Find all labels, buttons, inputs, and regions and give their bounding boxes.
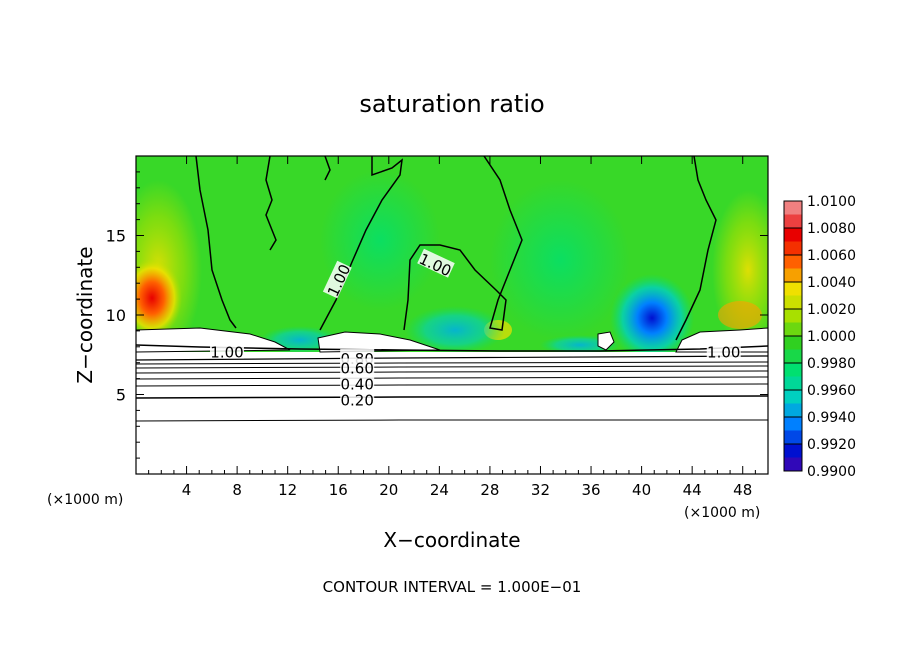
y-tick-label-15: 15 [106, 227, 126, 246]
colorbar-subband [784, 214, 802, 228]
colorbar-label: 0.9980 [807, 356, 856, 372]
contour-label-group: 0.20 [340, 390, 375, 409]
colorbar-subband [784, 430, 802, 444]
x-tick-label-4: 4 [182, 481, 192, 499]
contour-label-bg [340, 358, 375, 375]
colorbar-subband [784, 268, 802, 282]
contour-0.10 [136, 419, 768, 422]
colorbar-subband [784, 295, 802, 309]
field-right-orange-zone [718, 301, 762, 329]
field-white-cloud-middle [317, 331, 441, 353]
colorbar-subband [784, 241, 802, 255]
contour-label-bg [340, 390, 375, 407]
colorbar-label: 0.9920 [807, 437, 856, 453]
colorbar-subband [784, 376, 802, 390]
x-tick-label-16: 16 [329, 481, 348, 499]
contour-label-group: 1.00 [210, 342, 245, 362]
colorbar-subband [784, 403, 802, 417]
contour-0.50 [136, 370, 768, 374]
y-tick-label-5: 5 [116, 386, 126, 405]
field-white-cloud-small [597, 331, 615, 351]
contour-label-group: 1.00 [706, 342, 741, 362]
x-unit-left: (×1000 m) [47, 492, 123, 508]
x-tick-label-44: 44 [683, 481, 702, 499]
x-axis: 4 8 12 16 20 24 28 32 36 40 44 48 [148, 156, 756, 499]
contour-0.80 [136, 355, 768, 361]
contour-label-bg [706, 342, 741, 359]
contour-label: 0.60 [340, 359, 373, 377]
chart-title: saturation ratio [359, 90, 544, 118]
x-axis-label: X−coordinate [383, 528, 520, 552]
x-tick-label-40: 40 [632, 481, 651, 499]
contour-0.20 [136, 395, 768, 399]
colorbar-label: 0.9960 [807, 383, 856, 399]
contour-label: 1.00 [707, 344, 740, 362]
contour-0.60 [136, 365, 768, 369]
colorbar-subband [784, 322, 802, 336]
field-lower-white-region [136, 352, 768, 474]
x-tick-label-20: 20 [379, 481, 398, 499]
colorbar-label: 0.9900 [807, 464, 856, 480]
contour-interval-note: CONTOUR INTERVAL = 1.000E−01 [323, 578, 582, 596]
contour-0.70 [136, 361, 768, 365]
y-axis: 5 10 15 [106, 171, 768, 459]
contour-label-bg [210, 342, 245, 359]
x-tick-label-36: 36 [581, 481, 600, 499]
x-tick-label-32: 32 [531, 481, 550, 499]
colorbar: 1.0100 1.0080 1.0060 1.0040 1.0020 1.0000 0.99… [783, 194, 856, 480]
contour-1.00-center [403, 156, 523, 331]
colorbar-label: 1.0000 [807, 329, 856, 345]
colorbar-subband [784, 457, 802, 471]
x-tick-label-12: 12 [278, 481, 297, 499]
x-tick-label-28: 28 [480, 481, 499, 499]
contour-label-bg [417, 248, 455, 278]
contour-1.00-left [195, 156, 237, 329]
colorbar-label: 1.0020 [807, 302, 856, 318]
field-cyan-zone-1 [405, 306, 505, 354]
x-tick-label-48: 48 [733, 481, 752, 499]
contour-label: 0.40 [340, 375, 373, 393]
y-tick-label-10: 10 [106, 306, 126, 325]
contour-1.00-right [675, 156, 717, 341]
y-axis-label: Z−coordinate [73, 246, 97, 383]
colorbar-label: 1.0060 [807, 248, 856, 264]
colorbar-label: 1.0080 [807, 221, 856, 237]
contour-label-bg [340, 374, 375, 391]
colorbar-subband [784, 349, 802, 363]
contour-label-bg [322, 260, 352, 299]
x-unit-right: (×1000 m) [684, 505, 760, 521]
field-left-red-zone [136, 258, 182, 338]
x-tick-label-24: 24 [430, 481, 449, 499]
field-white-cloud-right [675, 327, 768, 353]
contour-label: 0.20 [340, 391, 373, 409]
contour-label: 1.00 [210, 344, 243, 362]
color-field [136, 156, 768, 474]
colorbar-label: 0.9940 [807, 410, 856, 426]
field-light-green-zone-1 [490, 180, 630, 340]
contour-label-group: 0.60 [340, 358, 375, 377]
colorbar-label: 1.0100 [807, 194, 856, 210]
field-blue-zone [610, 274, 694, 362]
contour-0.40 [136, 376, 768, 380]
contour-0.30 [136, 383, 768, 387]
x-tick-label-8: 8 [232, 481, 242, 499]
colorbar-label: 1.0040 [807, 275, 856, 291]
contour-label-group: 0.40 [340, 374, 375, 393]
